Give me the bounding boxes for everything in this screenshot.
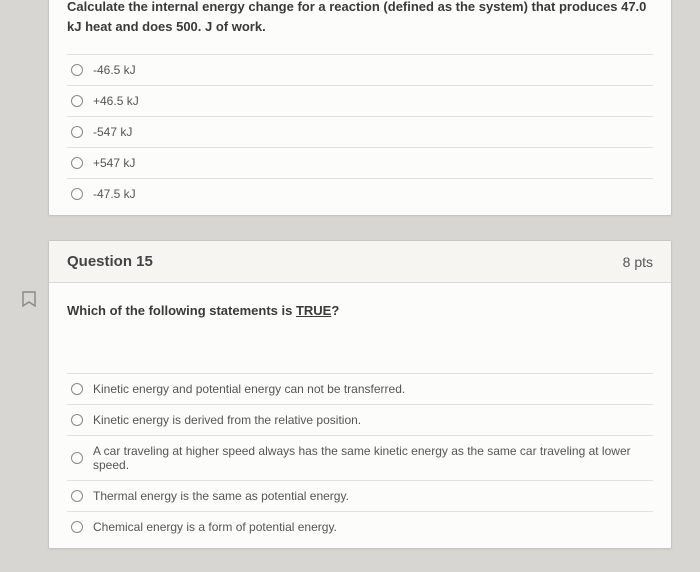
- option-row[interactable]: Chemical energy is a form of potential e…: [67, 512, 653, 542]
- radio-icon: [71, 64, 83, 76]
- option-row[interactable]: A car traveling at higher speed always h…: [67, 436, 653, 481]
- option-row[interactable]: Thermal energy is the same as potential …: [67, 481, 653, 512]
- option-label: A car traveling at higher speed always h…: [93, 444, 649, 472]
- bookmark-flag-icon[interactable]: [20, 290, 38, 308]
- option-label: Kinetic energy and potential energy can …: [93, 382, 405, 396]
- question-points: 8 pts: [623, 254, 653, 270]
- radio-icon: [71, 414, 83, 426]
- question-header: Question 15 8 pts: [49, 241, 671, 283]
- option-row[interactable]: +46.5 kJ: [67, 86, 653, 117]
- prompt-true: TRUE: [296, 303, 331, 318]
- question-15-prompt: Which of the following statements is TRU…: [67, 301, 653, 321]
- option-row[interactable]: -47.5 kJ: [67, 179, 653, 209]
- question-14-prompt: Calculate the internal energy change for…: [67, 0, 653, 36]
- option-label: Thermal energy is the same as potential …: [93, 489, 349, 503]
- option-label: -47.5 kJ: [93, 187, 136, 201]
- radio-icon: [71, 490, 83, 502]
- question-14-options: -46.5 kJ +46.5 kJ -547 kJ +547 kJ -47.5 …: [67, 54, 653, 209]
- prompt-suffix: ?: [331, 303, 339, 318]
- option-label: -547 kJ: [93, 125, 132, 139]
- radio-icon: [71, 126, 83, 138]
- question-15-options: Kinetic energy and potential energy can …: [67, 373, 653, 542]
- option-row[interactable]: +547 kJ: [67, 148, 653, 179]
- option-row[interactable]: Kinetic energy and potential energy can …: [67, 374, 653, 405]
- question-title: Question 15: [67, 253, 153, 270]
- radio-icon: [71, 383, 83, 395]
- option-label: +46.5 kJ: [93, 94, 139, 108]
- radio-icon: [71, 521, 83, 533]
- radio-icon: [71, 95, 83, 107]
- option-row[interactable]: -46.5 kJ: [67, 55, 653, 86]
- radio-icon: [71, 157, 83, 169]
- option-row[interactable]: Kinetic energy is derived from the relat…: [67, 405, 653, 436]
- option-label: +547 kJ: [93, 156, 135, 170]
- option-label: -46.5 kJ: [93, 63, 136, 77]
- option-row[interactable]: -547 kJ: [67, 117, 653, 148]
- radio-icon: [71, 188, 83, 200]
- option-label: Chemical energy is a form of potential e…: [93, 520, 337, 534]
- prompt-prefix: Which of the following statements is: [67, 303, 296, 318]
- option-label: Kinetic energy is derived from the relat…: [93, 413, 361, 427]
- question-14-card: Calculate the internal energy change for…: [48, 0, 672, 216]
- radio-icon: [71, 452, 83, 464]
- question-15-card: Question 15 8 pts Which of the following…: [48, 240, 672, 549]
